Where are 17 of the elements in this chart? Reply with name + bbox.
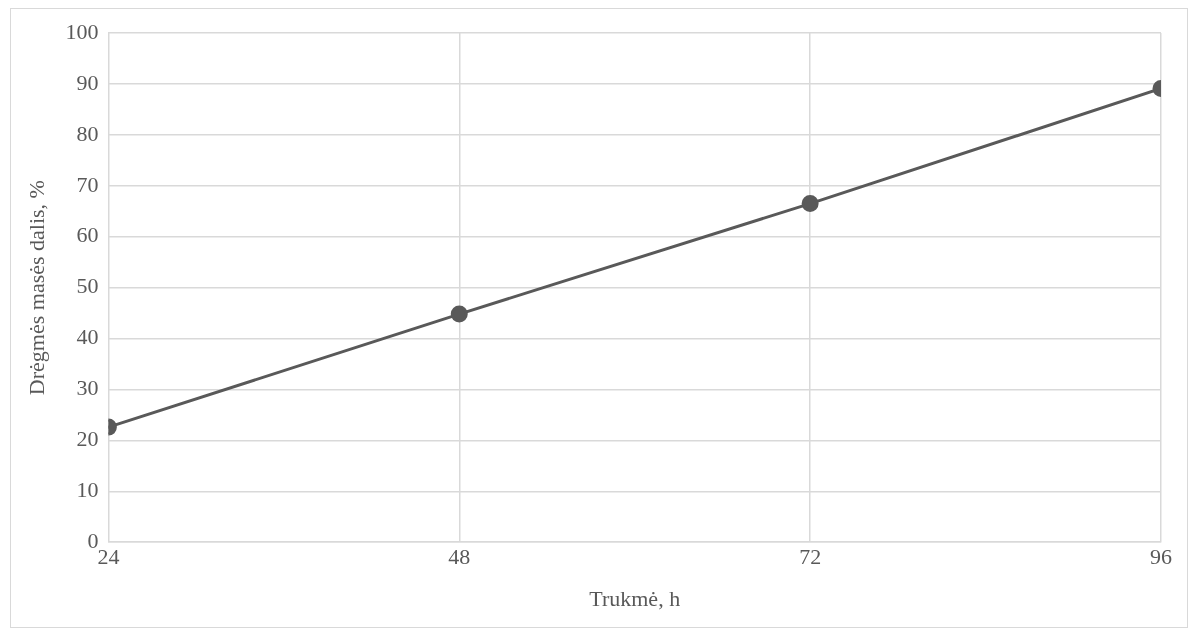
- y-tick-label: 20: [76, 426, 99, 452]
- y-tick-label: 80: [76, 120, 99, 146]
- y-axis-title: Drėgmės masės dalis, %: [23, 180, 49, 396]
- y-tick-label: 10: [76, 477, 99, 503]
- y-tick-label: 50: [76, 273, 99, 299]
- y-tick-label: 30: [76, 375, 99, 401]
- x-tick-label: 72: [799, 544, 822, 570]
- y-tick-label: 40: [76, 324, 99, 350]
- y-tick-label: 60: [76, 222, 99, 248]
- y-tick-label: 70: [76, 171, 99, 197]
- x-axis-title: Trukmė, h: [589, 585, 681, 611]
- x-tick-label: 24: [97, 544, 120, 570]
- x-tick-label: 48: [448, 544, 471, 570]
- y-tick-label: 100: [65, 18, 99, 44]
- y-tick-label: 0: [87, 527, 99, 553]
- x-tick-label: 96: [1150, 544, 1172, 570]
- y-tick-label: 90: [76, 69, 99, 95]
